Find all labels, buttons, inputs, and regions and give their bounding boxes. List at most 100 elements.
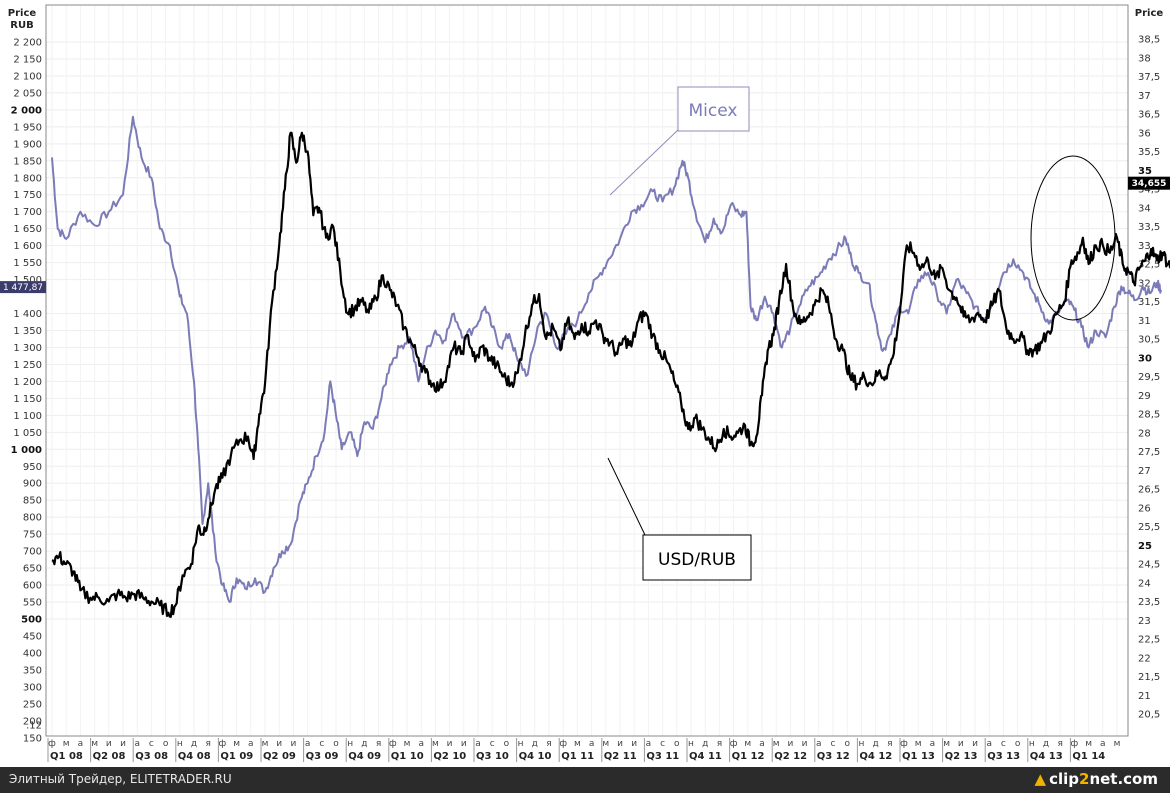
month-tick-label: н <box>1029 739 1035 749</box>
month-tick-label: ф <box>389 739 397 749</box>
left-tick-label: 1 100 <box>13 411 42 422</box>
month-tick-label: с <box>831 739 836 749</box>
month-tick-label: м <box>404 739 411 749</box>
left-tick-label: 1 350 <box>13 326 42 337</box>
month-tick-label: м <box>1114 739 1121 749</box>
left-tick-label: 2 100 <box>13 71 42 82</box>
month-tick-label: а <box>78 739 84 749</box>
month-tick-label: н <box>858 739 864 749</box>
month-tick-label: н <box>347 739 353 749</box>
month-tick-label: я <box>1057 739 1062 749</box>
right-current-value-badge: 34,655 <box>1128 176 1170 190</box>
month-tick-label: д <box>532 739 538 749</box>
left-tick-label: 1 200 <box>13 377 42 388</box>
month-tick-label: а <box>134 739 140 749</box>
quarter-tick-label: Q3 12 <box>817 751 850 762</box>
quarter-tick-label: Q1 10 <box>391 751 424 762</box>
month-tick-label: н <box>177 739 183 749</box>
left-axis-title-price: Price <box>8 8 37 19</box>
footer-logo-prefix: clip <box>1049 770 1079 788</box>
right-tick-label: 28 <box>1138 428 1151 439</box>
month-tick-label: я <box>887 739 892 749</box>
left-axis-title-rub: RUB <box>10 20 33 31</box>
gridlines <box>46 5 1128 736</box>
chart: Price RUB 2 200 2 150 2 100 2 050 2 000 1 950… <box>0 0 1170 767</box>
month-tick-label: и <box>958 739 964 749</box>
month-tick-label: с <box>1001 739 1006 749</box>
quarter-tick-label: Q1 12 <box>732 751 765 762</box>
month-tick-label: и <box>447 739 453 749</box>
right-tick-label: 23 <box>1138 616 1151 627</box>
month-tick-label: с <box>490 739 495 749</box>
month-tick-label: а <box>418 739 424 749</box>
quarter-tick-label: Q1 08 <box>50 751 83 762</box>
month-tick-label: м <box>915 739 922 749</box>
highlight-ellipse <box>1030 155 1116 321</box>
right-tick-label: 33,5 <box>1138 222 1160 233</box>
month-tick-label: я <box>717 739 722 749</box>
chart-background <box>0 0 1170 767</box>
left-tick-label: 700 <box>23 547 42 558</box>
footer-logo[interactable]: ▲ clip2net.com <box>1035 770 1158 788</box>
month-tick-label: а <box>759 739 765 749</box>
month-tick-label: а <box>986 739 992 749</box>
left-tick-label: 600 <box>23 581 42 592</box>
month-tick-label: а <box>816 739 822 749</box>
footer-logo-suffix: net.com <box>1089 770 1158 788</box>
quarter-tick-label: Q4 10 <box>519 751 552 762</box>
right-tick-label: 29,5 <box>1138 372 1160 383</box>
up-arrow-icon: ▲ <box>1034 770 1047 788</box>
month-tick-label: ф <box>900 739 908 749</box>
right-tick-label: 30,5 <box>1138 335 1160 346</box>
right-tick-label: 25,5 <box>1138 522 1160 533</box>
left-tick-label: 900 <box>23 479 42 490</box>
right-tick-label: 24,5 <box>1138 560 1160 571</box>
series-line-usd-rub <box>51 131 1170 618</box>
month-tick-label: и <box>617 739 623 749</box>
month-tick-label: м <box>602 739 609 749</box>
right-axis: Price 38,5 38 37,5 37 36,5 36 35,5 35 34,5 34 33,5… <box>1135 8 1164 721</box>
month-tick-label: я <box>205 739 210 749</box>
right-tick-label: 20,5 <box>1138 710 1160 721</box>
right-tick-label: 33 <box>1138 241 1151 252</box>
month-tick-label: а <box>248 739 254 749</box>
month-tick-label: д <box>702 739 708 749</box>
left-axis: Price RUB 2 200 2 150 2 100 2 050 2 000 1 950… <box>8 8 42 744</box>
month-tick-label: и <box>276 739 282 749</box>
footer-logo-two: 2 <box>1079 770 1090 788</box>
usdrub-callout: USD/RUB <box>607 457 752 581</box>
left-tick-label: 250 <box>23 699 42 710</box>
month-tick-label: н <box>688 739 694 749</box>
left-tick-label: 1 050 <box>13 428 42 439</box>
left-tick-label: 500 <box>21 615 42 626</box>
month-tick-label: о <box>1015 739 1021 749</box>
left-tick-label: 1 600 <box>13 241 42 252</box>
quarter-tick-label: Q4 12 <box>859 751 892 762</box>
quarter-tick-label: Q4 13 <box>1030 751 1063 762</box>
left-tick-label: 650 <box>23 564 42 575</box>
left-tick-label: 350 <box>23 665 42 676</box>
left-tick-label: 1 150 <box>13 394 42 405</box>
left-tick-label: 2 150 <box>13 54 42 65</box>
left-tick-label: 800 <box>23 513 42 524</box>
month-tick-label: ф <box>219 739 227 749</box>
left-tick-label: 450 <box>23 631 42 642</box>
month-tick-label: с <box>319 739 324 749</box>
left-tick-label: 1 850 <box>13 156 42 167</box>
month-tick-label: и <box>631 739 637 749</box>
month-tick-label: м <box>773 739 780 749</box>
month-tick-label: и <box>787 739 793 749</box>
usdrub-callout-box <box>642 534 752 581</box>
right-tick-label: 37 <box>1138 91 1151 102</box>
right-tick-label: 27 <box>1138 466 1151 477</box>
right-tick-label: 31,5 <box>1138 297 1160 308</box>
left-tick-label: 300 <box>23 682 42 693</box>
month-tick-label: м <box>1085 739 1092 749</box>
right-tick-label: 27,5 <box>1138 447 1160 458</box>
left-tick-label: 1 650 <box>13 224 42 235</box>
left-tick-label: 1 250 <box>13 360 42 371</box>
micex-callout: Micex <box>609 86 750 196</box>
month-tick-label: и <box>972 739 978 749</box>
month-tick-label: а <box>1100 739 1106 749</box>
right-tick-label: 38,5 <box>1138 35 1160 46</box>
